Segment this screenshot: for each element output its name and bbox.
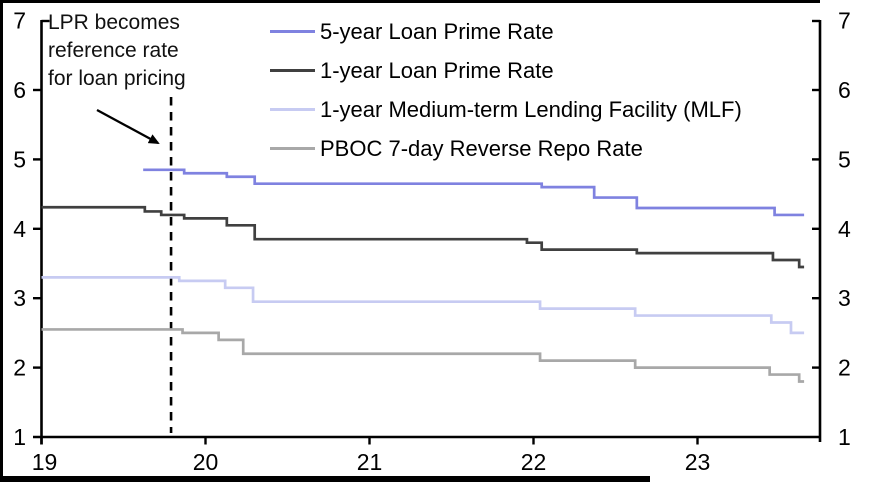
legend-swatch-repo xyxy=(270,147,315,150)
y-axis-label-left: 6 xyxy=(13,77,26,103)
series-line-1y-lpr xyxy=(41,205,805,269)
series-line-5y-lpr xyxy=(143,168,805,217)
y-axis-label-left: 2 xyxy=(13,355,26,381)
frame-border-bottom xyxy=(0,476,650,482)
x-axis-label: 23 xyxy=(685,449,711,475)
legend-item-5y-lpr: 5-year Loan Prime Rate xyxy=(270,12,742,51)
legend-swatch-mlf xyxy=(270,108,315,111)
legend-item-1y-lpr: 1-year Loan Prime Rate xyxy=(270,51,742,90)
x-axis-label: 20 xyxy=(193,449,219,475)
legend-swatch-1y-lpr xyxy=(270,69,315,72)
x-axis-label: 19 xyxy=(32,449,58,475)
y-axis-label-left: 3 xyxy=(13,285,26,311)
y-axis-label-right: 4 xyxy=(838,216,851,242)
y-axis-label-right: 1 xyxy=(838,424,851,450)
annotation-lpr-reference-text: LPR becomes reference rate for loan pric… xyxy=(48,11,186,90)
legend-item-repo: PBOC 7-day Reverse Repo Rate xyxy=(270,129,742,168)
legend-swatch-5y-lpr xyxy=(270,30,315,33)
y-axis-label-left: 5 xyxy=(13,146,26,172)
series-line-repo xyxy=(41,328,805,383)
y-axis-label-right: 5 xyxy=(838,146,851,172)
y-axis-label-right: 2 xyxy=(838,355,851,381)
legend-label-5y-lpr: 5-year Loan Prime Rate xyxy=(320,18,554,44)
legend-item-mlf: 1-year Medium-term Lending Facility (MLF… xyxy=(270,90,742,129)
y-axis-label-left: 1 xyxy=(13,424,26,450)
series-line-mlf xyxy=(41,276,805,335)
y-axis-label-right: 3 xyxy=(838,285,851,311)
legend: 5-year Loan Prime Rate 1-year Loan Prime… xyxy=(270,12,742,168)
y-axis-label-left: 7 xyxy=(13,8,26,34)
y-axis-label-right: 6 xyxy=(838,77,851,103)
frame-border-left xyxy=(0,0,3,482)
x-axis-label: 21 xyxy=(357,449,383,475)
y-axis-label-left: 4 xyxy=(13,216,26,242)
x-axis-label: 22 xyxy=(521,449,547,475)
y-axis-label-right: 7 xyxy=(838,8,851,34)
legend-label-1y-lpr: 1-year Loan Prime Rate xyxy=(320,57,554,83)
frame-border-top xyxy=(0,0,820,3)
annotation-arrow xyxy=(96,108,160,145)
legend-label-repo: PBOC 7-day Reverse Repo Rate xyxy=(320,135,643,161)
legend-label-mlf: 1-year Medium-term Lending Facility (MLF… xyxy=(320,96,742,122)
